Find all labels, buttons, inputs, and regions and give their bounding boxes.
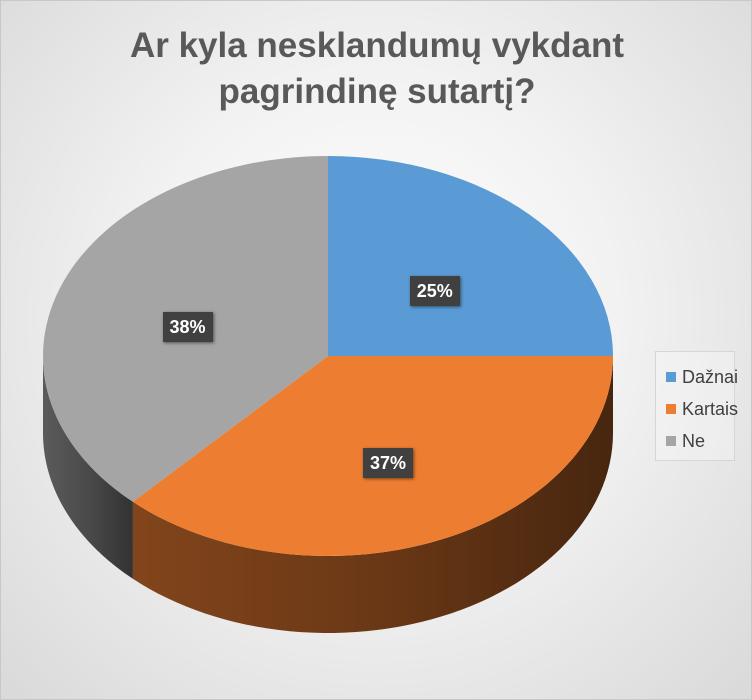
data-label: 38% xyxy=(162,311,213,342)
legend-item-ne: Ne xyxy=(666,425,734,457)
legend: Dažnai Kartais Ne xyxy=(655,351,738,461)
pie-slice xyxy=(328,156,613,356)
data-label: 37% xyxy=(362,448,413,479)
pie-top xyxy=(43,155,613,556)
data-label: 25% xyxy=(409,276,460,307)
pie-slice-side xyxy=(132,356,613,633)
pie-slice-side xyxy=(43,356,133,579)
legend-swatch xyxy=(666,436,676,446)
pie-sides xyxy=(43,356,613,633)
legend-label: Kartais xyxy=(682,398,739,419)
chart-title: Ar kyla nesklandumų vykdant pagrindinę s… xyxy=(129,26,625,111)
legend-item-kartais: Kartais xyxy=(666,393,738,425)
legend-swatch xyxy=(666,404,676,414)
legend-swatch xyxy=(666,372,676,382)
legend-label: Ne xyxy=(682,430,706,451)
legend-item-dažnai: Dažnai xyxy=(666,361,738,393)
legend-label: Dažnai xyxy=(682,366,739,387)
